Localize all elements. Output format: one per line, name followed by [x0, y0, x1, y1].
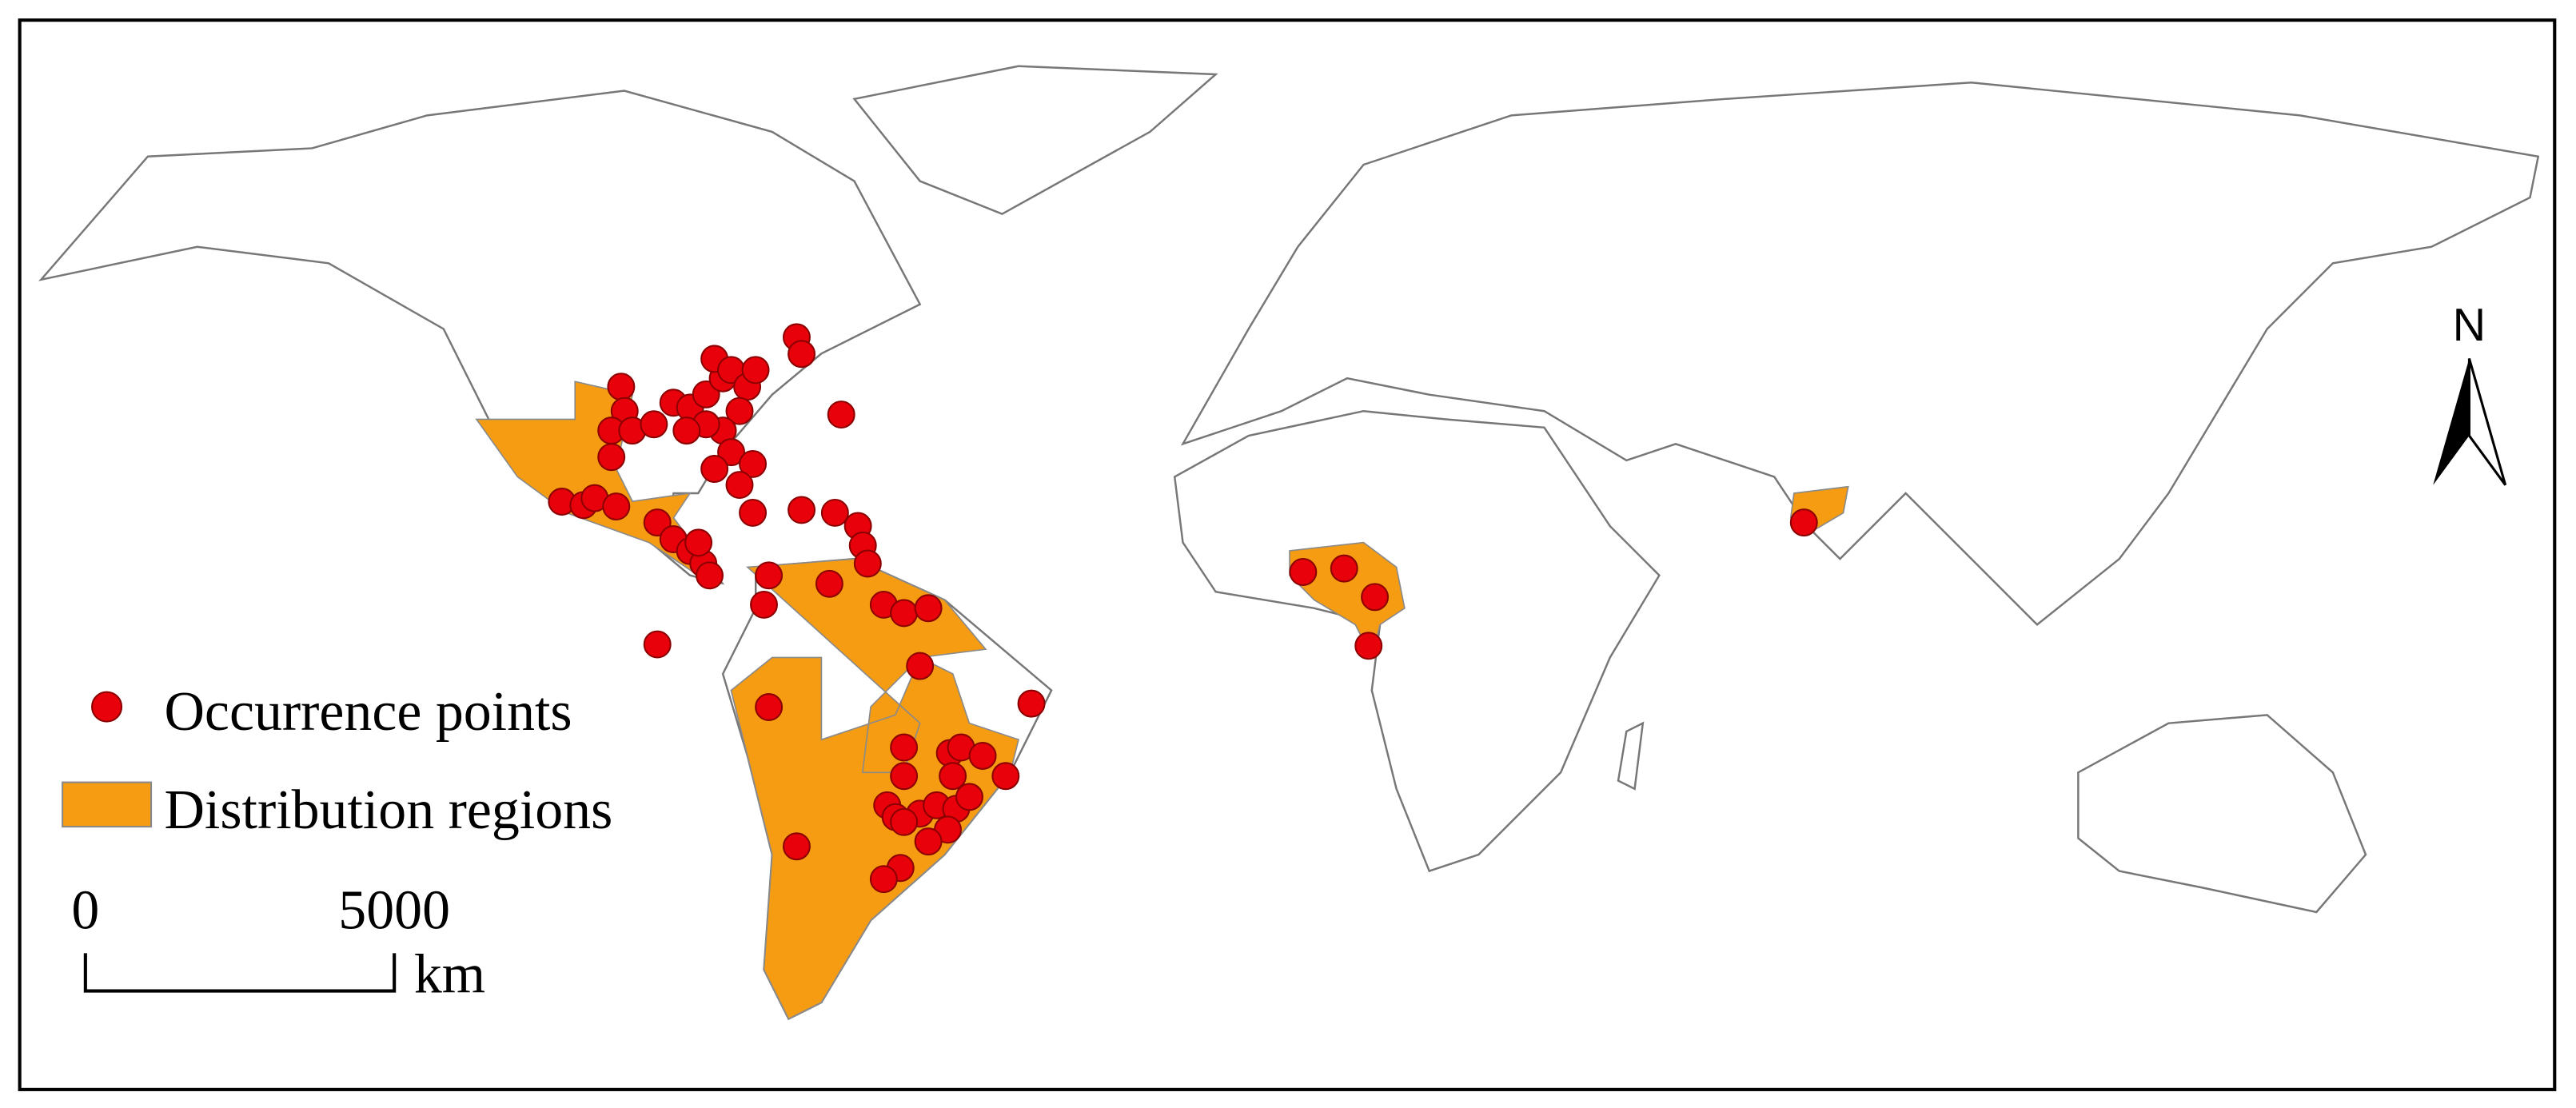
occurrence-point — [890, 599, 919, 628]
north-label: N — [2453, 300, 2486, 351]
occurrence-point — [1330, 554, 1358, 583]
occurrence-point — [741, 356, 770, 385]
occurrence-point — [890, 733, 919, 762]
north-america — [38, 90, 922, 585]
occurrence-point — [602, 492, 631, 521]
scale-start: 0 — [71, 880, 99, 942]
occurrence-point — [991, 762, 1020, 791]
occurrence-point — [782, 832, 811, 861]
legend-point-swatch — [91, 691, 123, 723]
occurrence-point — [869, 865, 898, 894]
occurrence-point — [755, 693, 784, 721]
madagascar — [1617, 721, 1645, 791]
occurrence-point — [827, 401, 855, 429]
scale-bar: 0 5000 km — [71, 880, 485, 1006]
occurrence-points — [548, 323, 1818, 894]
occurrence-point — [853, 549, 882, 578]
occurrence-point — [597, 443, 626, 472]
scale-unit: km — [414, 944, 485, 1006]
occurrence-point — [725, 397, 754, 425]
occurrence-point — [1354, 632, 1383, 660]
occurrence-point — [607, 373, 636, 401]
occurrence-point — [788, 496, 816, 524]
occurrence-point — [815, 569, 843, 598]
occurrence-point — [739, 449, 768, 478]
occurrence-point — [643, 630, 672, 659]
occurrence-point — [939, 762, 967, 791]
occurrence-point — [672, 416, 701, 445]
occurrence-point — [640, 410, 668, 439]
occurrence-point — [788, 340, 816, 369]
legend-region-swatch — [62, 781, 153, 828]
scale-line — [83, 953, 397, 993]
occurrence-point — [890, 762, 919, 791]
occurrence-point — [750, 590, 778, 619]
north-arrow-right — [2467, 358, 2507, 486]
occurrence-point — [717, 438, 746, 467]
greenland — [852, 65, 1218, 216]
australia — [2077, 714, 2367, 914]
eurasia — [1180, 82, 2540, 627]
occurrence-point — [1361, 583, 1390, 612]
occurrence-point — [914, 827, 943, 856]
legend: Occurrence points Distribution regions — [62, 681, 612, 841]
occurrence-point — [755, 561, 784, 590]
occurrence-point — [968, 742, 997, 770]
africa — [1173, 409, 1661, 873]
occurrence-point — [914, 594, 943, 623]
occurrence-point — [739, 498, 768, 527]
occurrence-point — [1789, 508, 1818, 537]
legend-points-label: Occurrence points — [164, 681, 572, 743]
legend-regions-label: Distribution regions — [164, 779, 612, 841]
occurrence-point — [1017, 689, 1046, 718]
occurrence-point — [890, 807, 919, 836]
occurrence-point — [725, 471, 754, 500]
occurrence-point — [700, 455, 729, 483]
occurrence-point — [1289, 558, 1318, 586]
occurrence-point — [696, 561, 724, 590]
occurrence-point — [684, 528, 713, 557]
occurrence-point — [906, 652, 935, 680]
scale-end: 5000 — [338, 880, 450, 942]
occurrence-point — [820, 498, 849, 527]
occurrence-point — [955, 783, 983, 811]
